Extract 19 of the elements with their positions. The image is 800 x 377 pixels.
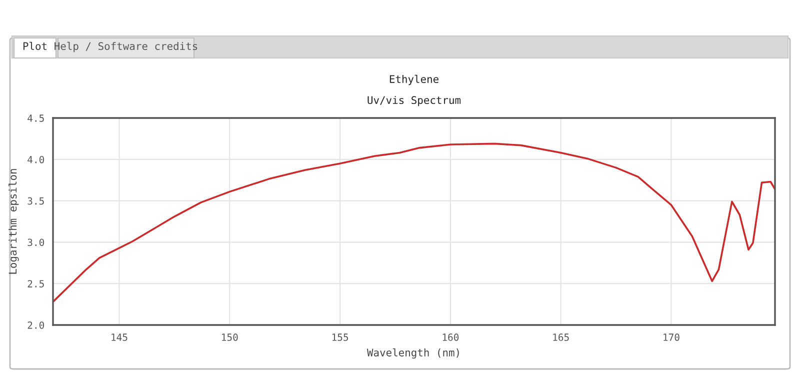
y-tick-label: 2.0 [28, 322, 44, 329]
y-tick-label: 4.5 [28, 114, 44, 122]
x-tick-label: 155 [332, 334, 348, 341]
x-axis-title: Wavelength (nm) [366, 348, 459, 359]
x-tick-label: 170 [664, 334, 680, 341]
text: Help / Software credits [54, 42, 198, 52]
text: Plot [23, 42, 47, 50]
y-tick-label: 3.0 [28, 238, 44, 246]
y-tick-label: 4.0 [28, 156, 44, 164]
x-tick-label: 145 [112, 334, 128, 341]
x-tick-label: 165 [553, 334, 569, 341]
x-tick-label: 150 [222, 334, 238, 341]
x-tick-label: 160 [442, 334, 459, 341]
y-axis-title: Logarithm epsilon [8, 169, 19, 274]
line-series [53, 142, 775, 303]
chart-subtitle: Uv/vis Spectrum [368, 96, 461, 106]
y-tick-label: 3.5 [28, 197, 44, 205]
y-tick-label: 2.5 [28, 280, 44, 288]
chart-title: Ethylene [390, 74, 438, 86]
